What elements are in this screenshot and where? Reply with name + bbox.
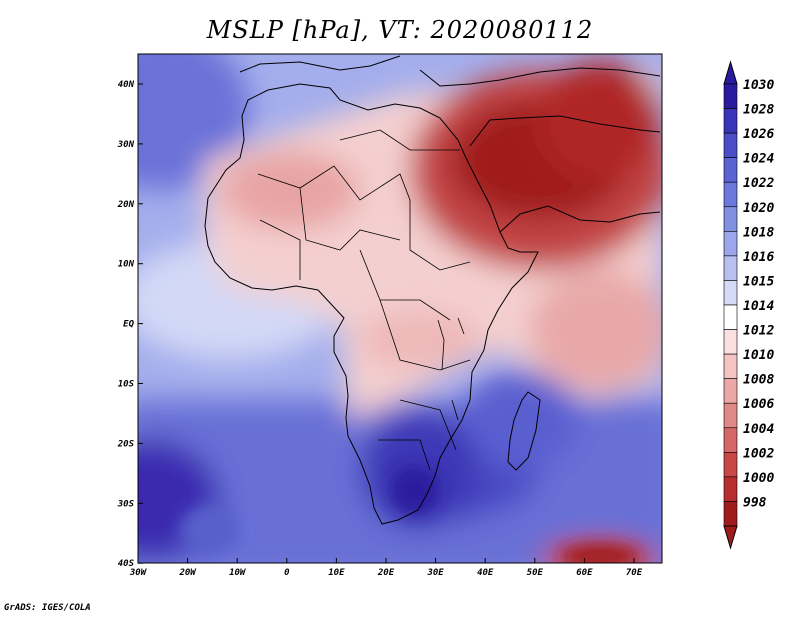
colorbar-swatch [723, 476, 738, 502]
colorbar-swatch [723, 83, 738, 109]
colorbar-label: 1022 [743, 176, 774, 191]
x-tick-label: 60E [576, 568, 593, 578]
colorbar-swatch [723, 402, 738, 429]
colorbar-top-arrow [723, 60, 738, 85]
y-tick-label: 20S [117, 439, 135, 449]
colorbar-label: 1020 [743, 201, 774, 216]
colorbar-label: 1004 [743, 422, 774, 437]
lake-borders [437, 317, 465, 421]
colorbar-label: 1030 [743, 78, 774, 93]
africa-coastline [204, 83, 539, 525]
country-borders [257, 129, 471, 471]
y-tick-label: 10S [118, 380, 135, 390]
colorbar-label: 1012 [743, 324, 774, 339]
colorbar-swatch [723, 157, 738, 183]
y-axis: 40N 30N 20N 10N EQ 10S 20S 30S 40S [117, 80, 143, 569]
y-tick-label: EQ [123, 320, 134, 330]
colorbar-swatch [723, 452, 738, 478]
colorbar-label: 998 [743, 495, 767, 510]
madagascar-coastline [507, 391, 541, 471]
y-tick-label: 30S [117, 499, 135, 509]
colorbar-label: 1010 [743, 348, 774, 363]
x-axis: 30W 20W 10W 0 10E 20E 30E 40E 50E 60E 70E [129, 558, 643, 578]
coastlines [204, 55, 661, 525]
x-tick-label: 50E [527, 568, 544, 578]
x-tick-label: 20E [377, 568, 395, 578]
colorbar-swatch [723, 427, 738, 453]
colorbar-label: 1000 [743, 471, 774, 486]
europe-coastline [239, 55, 661, 87]
map-frame [137, 53, 663, 564]
colorbar-swatch [723, 231, 738, 257]
colorbar-bottom-arrow [723, 525, 738, 550]
colorbar-label: 1016 [743, 250, 774, 265]
y-tick-label: 30N [117, 140, 135, 150]
x-tick-label: 30W [129, 568, 148, 578]
colorbar-swatch [723, 353, 738, 379]
x-tick-label: 10E [328, 568, 345, 578]
colorbar-swatch [723, 206, 738, 232]
x-tick-label: 10W [229, 568, 247, 578]
x-tick-label: 40E [477, 568, 494, 578]
colorbar-swatch [723, 329, 738, 355]
colorbar-swatch [723, 108, 738, 134]
colorbar-label: 1014 [743, 299, 774, 314]
x-tick-label: 70E [626, 568, 643, 578]
y-tick-label: 40N [118, 80, 135, 90]
colorbar-swatch [723, 501, 738, 527]
pressure-field [138, 54, 662, 563]
colorbar-label: 1006 [743, 397, 774, 412]
y-tick-label: 20N [117, 200, 135, 210]
x-tick-label: 20W [178, 568, 197, 578]
x-tick-label: 0 [284, 568, 290, 578]
colorbar-label: 1024 [743, 152, 774, 167]
colorbar-label: 1008 [743, 373, 774, 388]
x-tick-label: 30E [426, 568, 444, 578]
colorbar-label: 1028 [743, 103, 774, 118]
y-tick-label: 10N [118, 260, 135, 270]
colorbar-swatch [723, 378, 738, 404]
colorbar-label: 1015 [743, 274, 774, 289]
colorbar-swatch [723, 255, 738, 281]
colorbar-swatch [723, 181, 738, 208]
map-title: MSLP [hPa], VT: 2020080112 [206, 16, 594, 44]
arabia-coastline [469, 115, 661, 233]
colorbar-label: 1018 [743, 225, 774, 240]
colorbar-swatch [723, 304, 738, 330]
colorbar: 1030 1028 1026 1024 1022 1020 1018 1016 1015 1014… [723, 60, 774, 550]
footer-credit: GrADS: IGES/COLA [4, 603, 91, 613]
colorbar-swatch [723, 280, 738, 306]
colorbar-swatch [723, 132, 738, 158]
y-tick-label: 40S [118, 559, 135, 569]
colorbar-label: 1002 [743, 446, 774, 461]
colorbar-label: 1026 [743, 127, 774, 142]
